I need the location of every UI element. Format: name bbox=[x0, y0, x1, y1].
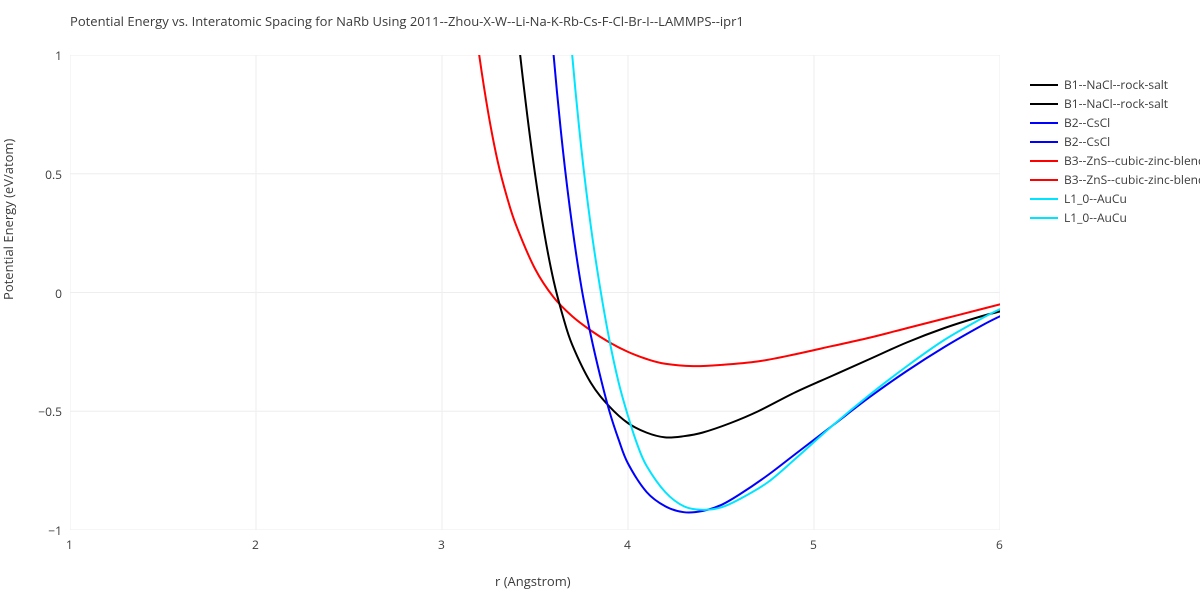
series-line bbox=[554, 55, 1000, 510]
legend-item[interactable]: L1_0--AuCu bbox=[1030, 189, 1200, 208]
legend-label: B3--ZnS--cubic-zinc-blende bbox=[1064, 171, 1200, 188]
chart-container: Potential Energy vs. Interatomic Spacing… bbox=[0, 0, 1200, 600]
legend-item[interactable]: B1--NaCl--rock-salt bbox=[1030, 94, 1200, 113]
plot-svg bbox=[70, 55, 1000, 530]
x-tick-label: 2 bbox=[252, 536, 259, 553]
legend-swatch bbox=[1030, 122, 1058, 124]
legend-item[interactable]: B1--NaCl--rock-salt bbox=[1030, 75, 1200, 94]
legend: B1--NaCl--rock-salt B1--NaCl--rock-salt B2… bbox=[1030, 75, 1200, 227]
y-axis-label: Potential Energy (eV/atom) bbox=[0, 139, 17, 300]
series-line bbox=[498, 55, 1000, 438]
x-axis-label: r (Angstrom) bbox=[495, 572, 571, 590]
legend-swatch bbox=[1030, 198, 1058, 200]
x-tick-label: 1 bbox=[66, 536, 73, 553]
series-line bbox=[451, 55, 1000, 366]
x-tick-label: 5 bbox=[810, 536, 817, 553]
y-tick-label: 0 bbox=[55, 285, 62, 302]
legend-swatch bbox=[1030, 84, 1058, 86]
legend-swatch bbox=[1030, 217, 1058, 219]
legend-swatch bbox=[1030, 103, 1058, 105]
legend-label: L1_0--AuCu bbox=[1064, 209, 1127, 226]
legend-swatch bbox=[1030, 179, 1058, 181]
legend-item[interactable]: B2--CsCl bbox=[1030, 132, 1200, 151]
y-tick-label: −0.5 bbox=[38, 403, 62, 420]
y-tick-label: 0.5 bbox=[45, 166, 62, 183]
series-line bbox=[535, 55, 1000, 513]
legend-label: B1--NaCl--rock-salt bbox=[1064, 76, 1168, 93]
legend-item[interactable]: B3--ZnS--cubic-zinc-blende bbox=[1030, 170, 1200, 189]
x-tick-label: 4 bbox=[624, 536, 631, 553]
legend-item[interactable]: L1_0--AuCu bbox=[1030, 208, 1200, 227]
legend-label: B3--ZnS--cubic-zinc-blende bbox=[1064, 152, 1200, 169]
x-tick-label: 6 bbox=[996, 536, 1003, 553]
legend-label: L1_0--AuCu bbox=[1064, 190, 1127, 207]
y-tick-label: −1 bbox=[48, 522, 62, 539]
legend-item[interactable]: B2--CsCl bbox=[1030, 113, 1200, 132]
legend-label: B2--CsCl bbox=[1064, 133, 1110, 150]
y-tick-label: 1 bbox=[55, 47, 62, 64]
legend-label: B1--NaCl--rock-salt bbox=[1064, 95, 1168, 112]
x-tick-label: 3 bbox=[438, 536, 445, 553]
plot-area bbox=[70, 55, 1000, 530]
legend-swatch bbox=[1030, 160, 1058, 162]
chart-title: Potential Energy vs. Interatomic Spacing… bbox=[70, 12, 744, 30]
legend-label: B2--CsCl bbox=[1064, 114, 1110, 131]
legend-swatch bbox=[1030, 141, 1058, 143]
legend-item[interactable]: B3--ZnS--cubic-zinc-blende bbox=[1030, 151, 1200, 170]
